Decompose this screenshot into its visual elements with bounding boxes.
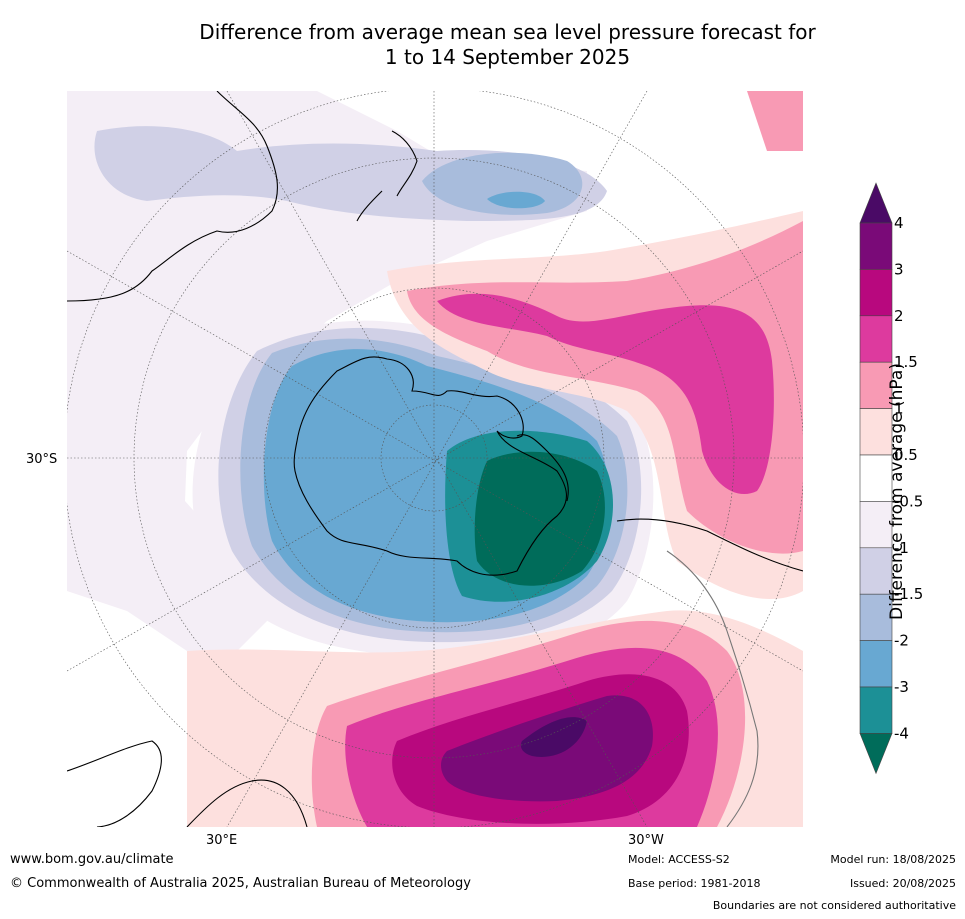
colorbar-swatch <box>859 315 893 363</box>
footer-copyright: © Commonwealth of Australia 2025, Austra… <box>10 876 471 891</box>
footer-model: Model: ACCESS-S2 <box>628 853 730 866</box>
graticule <box>67 91 803 827</box>
anomaly-neg4-core <box>474 451 605 586</box>
latitude-label-30s: 30°S <box>26 452 58 467</box>
colorbar-max-extend <box>859 182 893 224</box>
colorbar-swatch <box>859 640 893 688</box>
pressure-anomaly-map <box>67 91 803 827</box>
footer-disclaimer: Boundaries are not considered authoritat… <box>712 899 956 912</box>
colorbar-title: Difference from average (hPa) <box>887 363 907 620</box>
south-america-inland <box>666 550 759 827</box>
footer-website: www.bom.gov.au/climate <box>10 852 174 867</box>
colorbar-tick-label: 1 <box>894 400 904 418</box>
anomaly-neg2-north <box>487 191 545 209</box>
title-line-1: Difference from average mean sea level p… <box>199 20 816 44</box>
colorbar-ticks: 4 3 2 1.5 1 0.5 -0.5 -1 -1.5 -2 -3 -4 <box>894 214 923 742</box>
new-zealand-north <box>391 130 418 197</box>
colorbar-swatch <box>859 222 893 270</box>
colorbar-tick-label: -1 <box>894 539 909 557</box>
colorbar-tick-label: -0.5 <box>894 492 923 510</box>
colorbar-tick-label: -2 <box>894 632 909 650</box>
anomaly-neg05-west <box>67 91 587 651</box>
colorbar-swatch <box>859 593 893 641</box>
footer-issued: Issued: 20/08/2025 <box>849 877 956 890</box>
footer-model-run: Model run: 18/08/2025 <box>830 853 956 866</box>
africa-south-coast <box>186 779 308 827</box>
antarctica-coast <box>293 356 567 576</box>
anomaly-pos-max-south <box>520 717 587 757</box>
anomaly-pos2-east <box>437 293 774 495</box>
longitude-label-30e: 30°E <box>206 833 238 848</box>
colorbar-tick-label: 2 <box>894 307 904 325</box>
colorbar-tick-label: 3 <box>894 260 904 278</box>
colorbar-swatch <box>859 686 893 734</box>
colorbar-swatch <box>859 408 893 456</box>
south-america-coast <box>616 518 803 572</box>
footer-base-period: Base period: 1981-2018 <box>628 877 761 890</box>
colorbar: 4 3 2 1.5 1 0.5 -0.5 -1 -1.5 -2 -3 -4 <box>859 182 923 775</box>
colorbar-tick-label: -1.5 <box>894 585 923 603</box>
colorbar-tick-label: 1.5 <box>894 353 918 371</box>
longitude-label-30w: 30°W <box>628 833 664 848</box>
australia-coast <box>67 91 278 302</box>
antarctic-peninsula-coast <box>516 434 569 502</box>
colorbar-swatch <box>859 361 893 409</box>
colorbar-swatch <box>859 547 893 595</box>
new-zealand-south <box>356 190 383 222</box>
map-title: Difference from average mean sea level p… <box>0 20 965 70</box>
colorbar-min-extend <box>859 733 893 775</box>
colorbar-tick-label: 0.5 <box>894 446 918 464</box>
title-line-2: 1 to 14 September 2025 <box>384 45 631 69</box>
coastlines <box>67 91 803 827</box>
colorbar-swatches <box>859 182 893 775</box>
africa-coast <box>67 740 162 827</box>
colorbar-tick-label: 4 <box>894 214 904 232</box>
colorbar-tick-label: -4 <box>894 724 909 742</box>
colorbar-swatch <box>859 269 893 317</box>
colorbar-tick-label: -3 <box>894 678 909 696</box>
